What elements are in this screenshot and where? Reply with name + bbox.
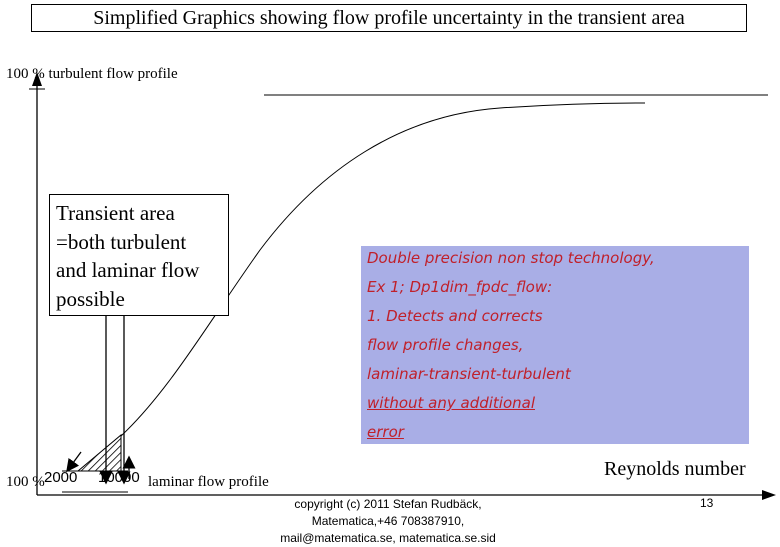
transient-hatched-region [76,433,122,472]
info-line: without any additional [367,394,535,412]
diagram-title: Simplified Graphics showing flow profile… [31,4,747,32]
info-line: Double precision non stop technology, [367,249,655,267]
x-axis-label: Reynolds number [604,458,746,480]
transient-area-box: Transient area =both turbulent and lamin… [49,194,229,316]
x-tick-label: 2000 [44,469,78,486]
transient-box-line: possible [56,286,125,311]
info-line: 1. Detects and corrects [367,307,543,325]
info-line: laminar-transient-turbulent [367,365,571,383]
x-axis-arrow [762,490,776,500]
laminar-arrow-small [66,451,82,473]
transient-box-line: and laminar flow [56,258,200,282]
turbulent-flow-label: 100 % turbulent flow profile [6,66,178,82]
info-line: flow profile changes, [367,336,524,354]
info-line: error [367,423,404,441]
laminar-flow-label: laminar flow profile [148,474,269,490]
technology-info-box: Double precision non stop technology, Ex… [361,246,749,444]
transient-box-line: Transient area [56,201,175,225]
bottom-percent-label: 100 % [6,474,45,490]
x-tick-label: 10000 [98,469,140,486]
flow-profile-curve [120,102,646,437]
info-line: Ex 1; Dp1dim_fpdc_flow: [367,278,553,296]
page-number: 13 [700,496,714,510]
transient-box-line: =both turbulent [56,229,187,254]
y-axis-arrow [32,72,42,86]
copyright-text: copyright (c) 2011 Stefan Rudbäck, Matem… [280,497,496,545]
